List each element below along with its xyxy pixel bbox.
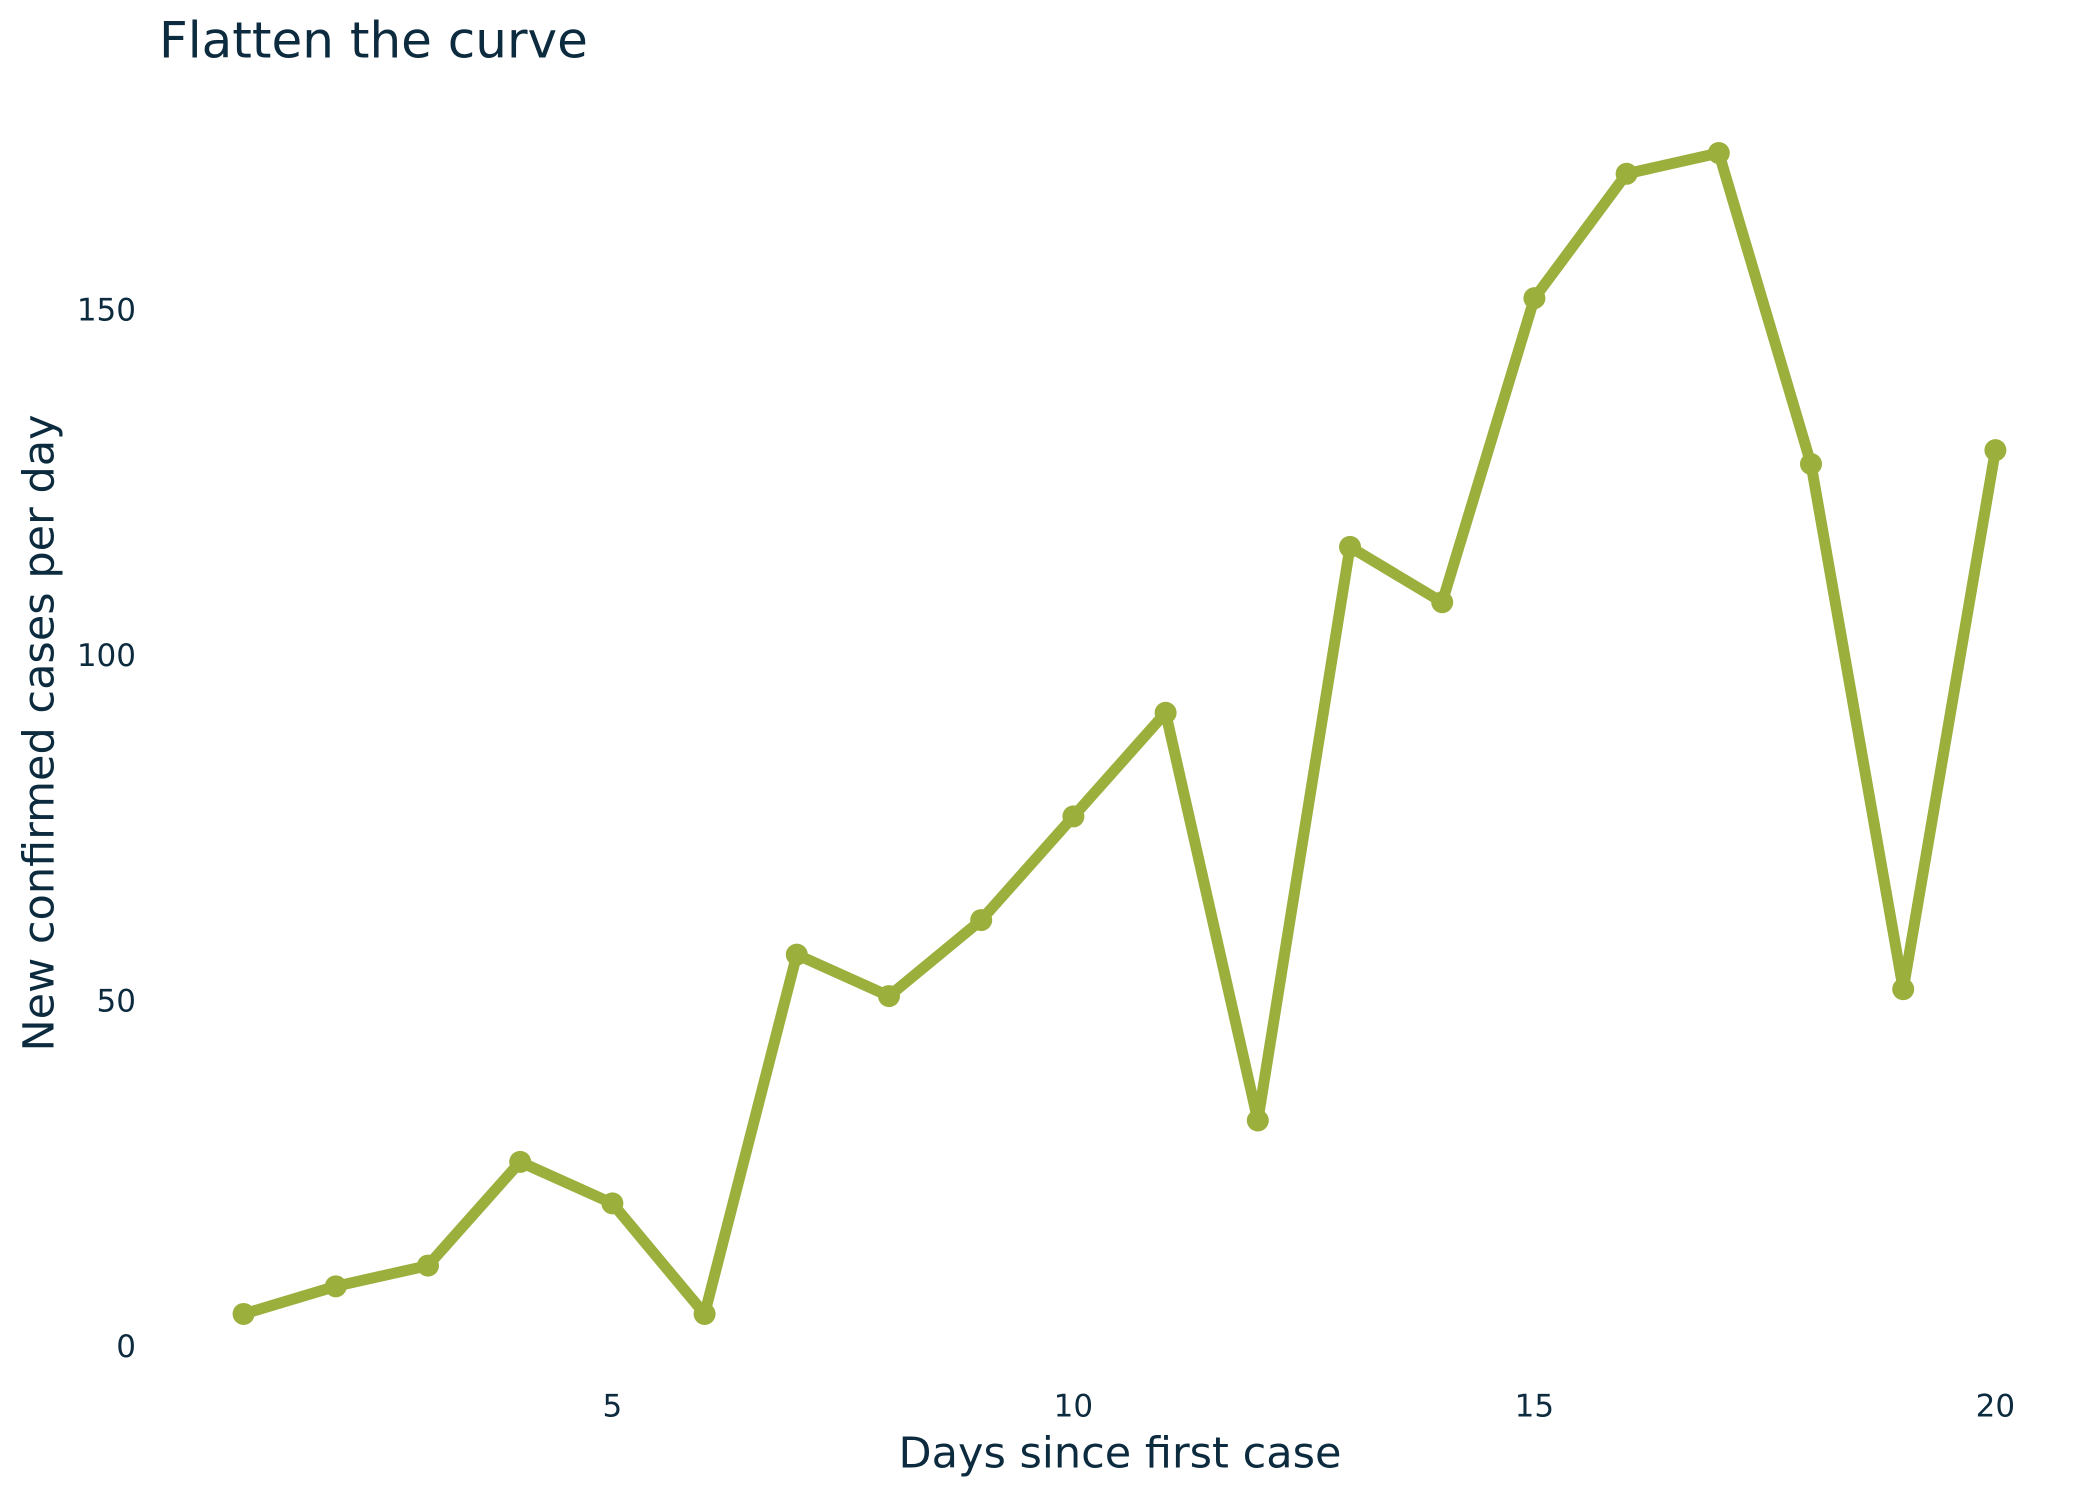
point	[1062, 805, 1085, 828]
y-tick-label: 50	[97, 983, 136, 1019]
x-tick-label: 20	[1976, 1389, 2015, 1425]
point	[785, 943, 808, 966]
x-tick-label: 10	[1054, 1389, 1093, 1425]
line	[242, 147, 2001, 1320]
point	[1615, 162, 1638, 185]
x-tick-label: 15	[1515, 1389, 1554, 1425]
point	[1800, 453, 1823, 476]
x-tick-label: 5	[603, 1389, 623, 1425]
point	[1246, 1109, 1269, 1132]
point	[1154, 701, 1177, 724]
point	[601, 1192, 624, 1215]
y-axis-title: New confirmed cases per day	[15, 414, 65, 1051]
point	[970, 909, 993, 932]
point	[1431, 591, 1454, 614]
y-tick-label: 0	[116, 1329, 136, 1365]
point	[509, 1150, 532, 1173]
point	[416, 1254, 439, 1277]
point	[1984, 439, 2007, 462]
point	[1707, 142, 1730, 165]
point	[232, 1302, 255, 1325]
point	[324, 1275, 347, 1298]
y-tick-label: 150	[77, 292, 136, 328]
chart-title: Flatten the curve	[159, 12, 588, 70]
x-axis-title: Days since first case	[899, 1429, 1342, 1479]
y-tick-label: 100	[77, 638, 136, 674]
point	[693, 1302, 716, 1325]
point	[877, 985, 900, 1008]
point	[1339, 535, 1362, 558]
point	[1523, 287, 1546, 310]
point	[1892, 978, 1915, 1001]
